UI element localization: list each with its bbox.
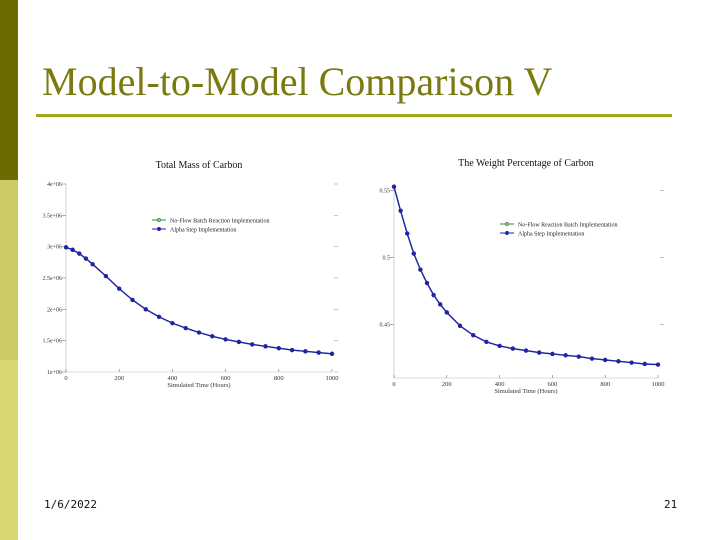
- data-point-s1: [117, 286, 122, 291]
- sidebar-band-top: [0, 0, 18, 180]
- data-point-s1: [523, 348, 529, 353]
- data-point-s1: [170, 320, 175, 326]
- legend-marker-1: [157, 227, 161, 231]
- y-tick-label: 0.55: [380, 189, 391, 195]
- chart-title: The Weight Percentage of Carbon: [458, 158, 594, 169]
- data-point-s1: [484, 339, 489, 345]
- data-point-s1: [424, 280, 430, 286]
- legend-marker-0: [157, 218, 161, 222]
- legend-label-0: No-Flow Reaction Batch Implementation: [518, 223, 617, 229]
- x-tick-label: 0: [64, 375, 67, 382]
- x-tick-label: 400: [168, 375, 178, 382]
- data-point-s1: [77, 251, 82, 256]
- y-tick-label: 3e+06: [47, 245, 62, 251]
- data-point-s1: [303, 349, 308, 354]
- data-point-s1: [418, 267, 423, 272]
- data-point-s1: [405, 231, 410, 236]
- sidebar-band-middle: [0, 180, 18, 360]
- data-point-s1: [563, 353, 568, 358]
- data-point-s1: [130, 297, 135, 303]
- data-point-s1: [655, 362, 661, 367]
- slide-page-number: 21: [664, 498, 678, 511]
- x-tick-label: 1000: [326, 375, 339, 382]
- chart-title: Total Mass of Carbon: [156, 160, 243, 171]
- data-point-s1: [391, 184, 397, 189]
- y-tick-label: 0.45: [380, 322, 391, 328]
- data-point-s1: [103, 273, 109, 279]
- y-tick-label: 1e+06: [47, 370, 62, 376]
- data-point-s1: [143, 307, 148, 312]
- chart-weight-percentage-carbon: The Weight Percentage of Carbon 0 200 400 60…: [380, 158, 665, 395]
- data-point-s1: [457, 323, 463, 328]
- data-point-s1: [398, 208, 403, 213]
- x-tick-label: 0: [392, 381, 395, 388]
- data-point-s1: [642, 361, 647, 367]
- data-point-s1: [90, 262, 95, 267]
- data-point-s1: [223, 337, 228, 342]
- x-axis-label: Simulated Time (Hours): [494, 388, 557, 395]
- series-line-0: [65, 246, 333, 355]
- data-point-s1: [70, 247, 75, 252]
- data-point-s1: [576, 354, 581, 359]
- data-point-s1: [289, 347, 295, 353]
- x-tick-label: 200: [442, 381, 452, 388]
- data-point-s1: [156, 314, 162, 320]
- data-point-s1: [329, 351, 335, 356]
- data-point-s1: [471, 333, 476, 338]
- data-point-s1: [316, 350, 321, 355]
- data-point-s1: [83, 256, 89, 261]
- sidebar-band-bottom: [0, 360, 18, 540]
- x-tick-label: 800: [274, 375, 284, 382]
- slide-title: Model-to-Model Comparison V: [42, 59, 553, 104]
- data-point-s1: [629, 360, 634, 365]
- data-point-s1: [63, 245, 69, 250]
- x-tick-label: 800: [600, 381, 610, 388]
- data-point-s1: [438, 302, 443, 307]
- x-tick-label: 600: [548, 381, 558, 388]
- data-point-s1: [444, 310, 449, 315]
- data-point-s1: [431, 292, 436, 298]
- data-point-s1: [497, 343, 502, 349]
- series-line-1: [65, 246, 333, 355]
- legend-label-1: Alpha Step Implementation: [170, 228, 236, 234]
- data-point-s1: [263, 344, 268, 349]
- y-tick-label: 3.5e+06: [42, 213, 62, 219]
- y-tick-label: 2.5e+06: [42, 276, 62, 282]
- y-tick-label: 1.5e+06: [42, 339, 62, 345]
- data-point-s1: [236, 339, 242, 345]
- data-point-s1: [411, 251, 416, 256]
- x-tick-label: 600: [221, 375, 231, 382]
- series-line-1: [393, 186, 659, 366]
- legend-marker-1: [505, 231, 509, 235]
- title-underline: [36, 114, 672, 117]
- data-point-s1: [210, 334, 215, 339]
- data-point-s1: [550, 351, 555, 357]
- x-tick-label: 1000: [652, 381, 665, 388]
- data-point-s1: [510, 346, 515, 351]
- series-line-0: [393, 186, 659, 366]
- data-point-s1: [276, 346, 281, 351]
- data-point-s1: [603, 357, 608, 363]
- data-point-s1: [196, 330, 202, 335]
- slide-date: 1/6/2022: [44, 498, 97, 511]
- data-point-s1: [250, 342, 255, 347]
- x-tick-label: 200: [114, 375, 124, 382]
- data-point-s1: [589, 356, 595, 361]
- y-tick-label: 4e+06: [47, 182, 62, 188]
- chart-total-mass-carbon: Total Mass of Carbon 0 200 400 600 800 1000 Sim…: [42, 160, 338, 389]
- x-tick-label: 400: [495, 381, 505, 388]
- data-point-s1: [183, 325, 188, 331]
- legend-label-0: No-Flow Batch Reaction Implementation: [170, 219, 269, 225]
- legend-label-1: Alpha Step Implementation: [518, 232, 584, 238]
- y-tick-label: 2e+06: [47, 307, 62, 313]
- data-point-s1: [537, 350, 542, 355]
- x-axis-label: Simulated Time (Hours): [167, 382, 230, 389]
- legend-marker-0: [505, 222, 509, 226]
- y-tick-label: 0.5: [383, 256, 391, 262]
- data-point-s1: [616, 359, 621, 364]
